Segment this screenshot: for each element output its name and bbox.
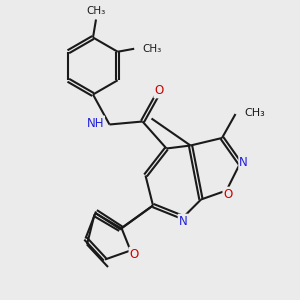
Text: CH₃: CH₃ [142,44,162,54]
Text: NH: NH [87,116,104,130]
Text: N: N [239,155,248,169]
Text: CH₃: CH₃ [244,107,265,118]
Text: O: O [224,188,232,201]
Text: CH₃: CH₃ [86,5,106,16]
Text: N: N [178,214,188,228]
Text: O: O [130,248,139,261]
Text: O: O [154,84,164,98]
